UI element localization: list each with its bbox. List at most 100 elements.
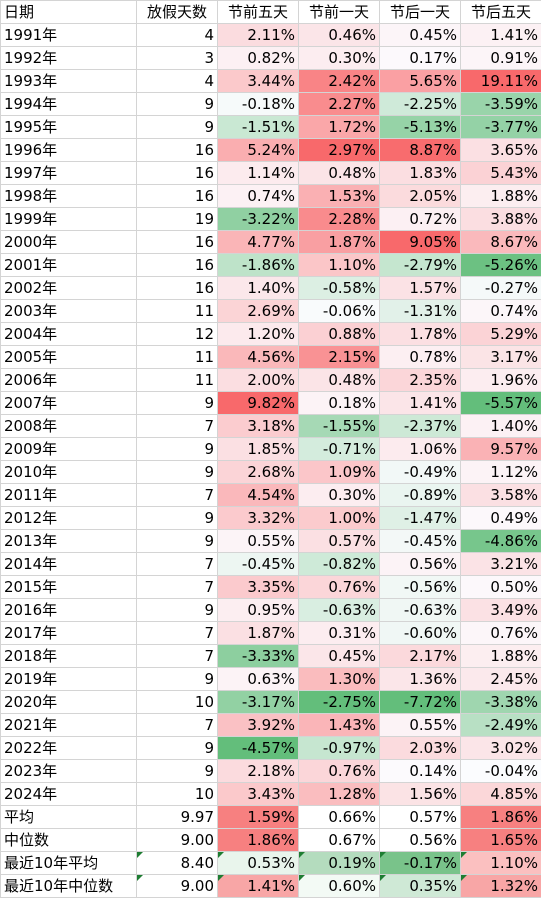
pre-5-days-cell[interactable]: 0.55% [217, 529, 299, 553]
holiday-days-cell[interactable]: 12 [136, 322, 218, 346]
year-cell[interactable]: 2003年 [0, 299, 137, 323]
summary-year-cell[interactable]: 最近10年中位数 [0, 874, 137, 898]
summary-post-1-day-cell[interactable]: 0.57% [379, 805, 461, 829]
pre-5-days-cell[interactable]: 9.82% [217, 391, 299, 415]
post-5-days-cell[interactable]: -4.86% [460, 529, 541, 553]
post-5-days-cell[interactable]: 5.43% [460, 161, 541, 185]
pre-1-day-cell[interactable]: 1.30% [298, 667, 380, 691]
holiday-days-cell[interactable]: 16 [136, 253, 218, 277]
post-5-days-cell[interactable]: 3.65% [460, 138, 541, 162]
post-5-days-cell[interactable]: 3.02% [460, 736, 541, 760]
year-cell[interactable]: 1996年 [0, 138, 137, 162]
year-cell[interactable]: 2017年 [0, 621, 137, 645]
summary-pre-5-days-cell[interactable]: 1.59% [217, 805, 299, 829]
pre-5-days-cell[interactable]: 2.11% [217, 23, 299, 47]
post-5-days-cell[interactable]: 1.88% [460, 644, 541, 668]
summary-year-cell[interactable]: 平均 [0, 805, 137, 829]
post-5-days-cell[interactable]: 1.41% [460, 23, 541, 47]
summary-holiday-days-cell[interactable]: 9.97 [136, 805, 218, 829]
header-pre-1-day[interactable]: 节前一天 [298, 0, 380, 24]
year-cell[interactable]: 1994年 [0, 92, 137, 116]
year-cell[interactable]: 2022年 [0, 736, 137, 760]
post-1-day-cell[interactable]: -0.63% [379, 598, 461, 622]
post-5-days-cell[interactable]: -3.77% [460, 115, 541, 139]
post-5-days-cell[interactable]: -3.59% [460, 92, 541, 116]
year-cell[interactable]: 1993年 [0, 69, 137, 93]
post-1-day-cell[interactable]: -0.56% [379, 575, 461, 599]
pre-5-days-cell[interactable]: 1.87% [217, 621, 299, 645]
summary-post-1-day-cell[interactable]: 0.35% [379, 874, 461, 898]
holiday-days-cell[interactable]: 7 [136, 552, 218, 576]
holiday-days-cell[interactable]: 9 [136, 736, 218, 760]
pre-5-days-cell[interactable]: 0.82% [217, 46, 299, 70]
year-cell[interactable]: 1992年 [0, 46, 137, 70]
year-cell[interactable]: 2019年 [0, 667, 137, 691]
year-cell[interactable]: 2010年 [0, 460, 137, 484]
post-1-day-cell[interactable]: -0.49% [379, 460, 461, 484]
summary-pre-5-days-cell[interactable]: 1.41% [217, 874, 299, 898]
holiday-days-cell[interactable]: 7 [136, 575, 218, 599]
pre-5-days-cell[interactable]: -3.17% [217, 690, 299, 714]
pre-5-days-cell[interactable]: 2.00% [217, 368, 299, 392]
holiday-days-cell[interactable]: 9 [136, 460, 218, 484]
holiday-days-cell[interactable]: 3 [136, 46, 218, 70]
post-1-day-cell[interactable]: -0.89% [379, 483, 461, 507]
post-1-day-cell[interactable]: -1.47% [379, 506, 461, 530]
pre-1-day-cell[interactable]: 0.31% [298, 621, 380, 645]
post-5-days-cell[interactable]: 19.11% [460, 69, 541, 93]
post-1-day-cell[interactable]: 0.56% [379, 552, 461, 576]
holiday-days-cell[interactable]: 16 [136, 230, 218, 254]
holiday-days-cell[interactable]: 7 [136, 621, 218, 645]
post-1-day-cell[interactable]: 1.06% [379, 437, 461, 461]
summary-year-cell[interactable]: 中位数 [0, 828, 137, 852]
year-cell[interactable]: 2004年 [0, 322, 137, 346]
post-5-days-cell[interactable]: 3.88% [460, 207, 541, 231]
pre-1-day-cell[interactable]: 1.53% [298, 184, 380, 208]
year-cell[interactable]: 2011年 [0, 483, 137, 507]
post-5-days-cell[interactable]: 5.29% [460, 322, 541, 346]
pre-1-day-cell[interactable]: 0.45% [298, 644, 380, 668]
post-5-days-cell[interactable]: 0.49% [460, 506, 541, 530]
post-5-days-cell[interactable]: 1.88% [460, 184, 541, 208]
holiday-days-cell[interactable]: 9 [136, 391, 218, 415]
pre-5-days-cell[interactable]: 0.74% [217, 184, 299, 208]
pre-1-day-cell[interactable]: 0.46% [298, 23, 380, 47]
summary-pre-5-days-cell[interactable]: 1.86% [217, 828, 299, 852]
pre-1-day-cell[interactable]: -0.97% [298, 736, 380, 760]
pre-1-day-cell[interactable]: -0.06% [298, 299, 380, 323]
post-1-day-cell[interactable]: 2.17% [379, 644, 461, 668]
year-cell[interactable]: 1999年 [0, 207, 137, 231]
post-1-day-cell[interactable]: 0.55% [379, 713, 461, 737]
year-cell[interactable]: 2002年 [0, 276, 137, 300]
pre-5-days-cell[interactable]: 0.63% [217, 667, 299, 691]
post-1-day-cell[interactable]: -0.45% [379, 529, 461, 553]
holiday-days-cell[interactable]: 7 [136, 414, 218, 438]
year-cell[interactable]: 2005年 [0, 345, 137, 369]
post-1-day-cell[interactable]: 0.45% [379, 23, 461, 47]
summary-post-1-day-cell[interactable]: -0.17% [379, 851, 461, 875]
summary-holiday-days-cell[interactable]: 9.00 [136, 828, 218, 852]
summary-pre-1-day-cell[interactable]: 0.66% [298, 805, 380, 829]
post-1-day-cell[interactable]: -7.72% [379, 690, 461, 714]
pre-1-day-cell[interactable]: 0.57% [298, 529, 380, 553]
pre-1-day-cell[interactable]: -0.71% [298, 437, 380, 461]
header-post-5-days[interactable]: 节后五天 [460, 0, 541, 24]
pre-5-days-cell[interactable]: 4.54% [217, 483, 299, 507]
post-1-day-cell[interactable]: 1.57% [379, 276, 461, 300]
year-cell[interactable]: 1991年 [0, 23, 137, 47]
pre-1-day-cell[interactable]: 0.88% [298, 322, 380, 346]
pre-5-days-cell[interactable]: 1.85% [217, 437, 299, 461]
pre-1-day-cell[interactable]: 1.43% [298, 713, 380, 737]
year-cell[interactable]: 2013年 [0, 529, 137, 553]
post-1-day-cell[interactable]: 0.72% [379, 207, 461, 231]
pre-1-day-cell[interactable]: 2.28% [298, 207, 380, 231]
pre-1-day-cell[interactable]: 0.48% [298, 368, 380, 392]
pre-1-day-cell[interactable]: 2.15% [298, 345, 380, 369]
pre-5-days-cell[interactable]: -0.18% [217, 92, 299, 116]
year-cell[interactable]: 2023年 [0, 759, 137, 783]
holiday-days-cell[interactable]: 7 [136, 713, 218, 737]
holiday-days-cell[interactable]: 7 [136, 483, 218, 507]
pre-5-days-cell[interactable]: 1.14% [217, 161, 299, 185]
post-5-days-cell[interactable]: -5.26% [460, 253, 541, 277]
pre-5-days-cell[interactable]: 2.18% [217, 759, 299, 783]
